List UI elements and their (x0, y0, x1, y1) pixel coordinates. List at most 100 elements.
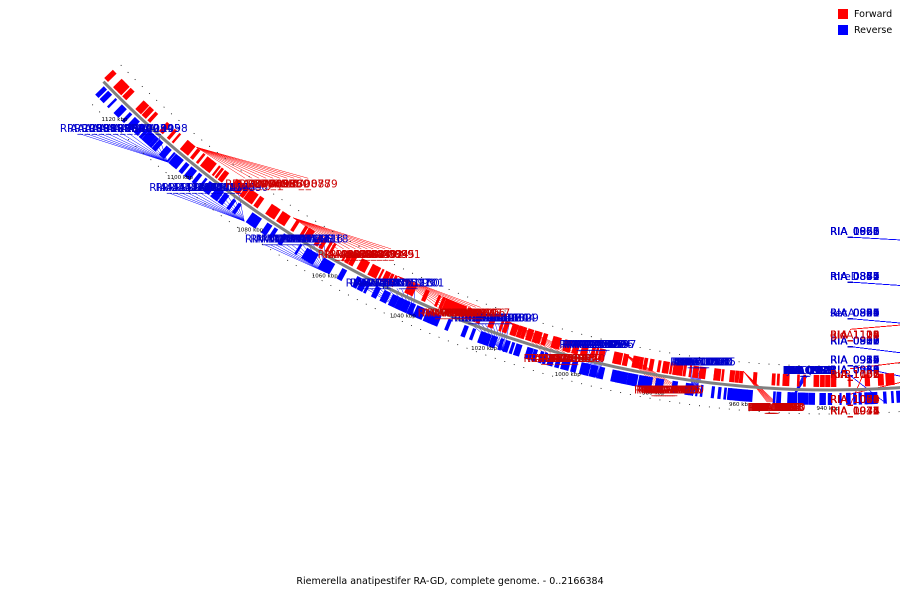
leader-line (849, 281, 900, 286)
reverse-gene (427, 311, 438, 325)
forward-strand-genes (104, 69, 895, 387)
gene-label: RIA_0920 (830, 336, 880, 348)
gene-label: RIA_1086 (218, 182, 268, 194)
leader-line (501, 323, 504, 352)
gene-label: RIA_1075 (187, 182, 237, 194)
reverse-gene (578, 362, 584, 375)
gene-label: RIA_1079 (212, 182, 262, 194)
reverse-gene (226, 198, 237, 211)
leader-line (129, 133, 168, 163)
leader-line (849, 362, 900, 369)
gene-label: hflX (534, 353, 554, 365)
forward-gene (631, 355, 636, 368)
gene-label: mreD (830, 271, 859, 283)
gene-label: RIA_0974 (830, 405, 880, 417)
forward-gene (682, 364, 688, 377)
reverse-gene (726, 387, 733, 401)
forward-gene (734, 370, 740, 383)
forward-gene (475, 311, 484, 324)
gene-label: RIA_0997 (587, 339, 637, 351)
reverse-gene (178, 162, 190, 175)
gene-label: RIA_0966 (830, 226, 880, 238)
forward-gene (458, 304, 468, 318)
strand-legend: Forward Reverse (838, 6, 900, 38)
gene-label: RIA_0935 (541, 353, 591, 365)
legend-item-reverse: Reverse (838, 22, 900, 38)
gene-label: RIA_1106 (830, 369, 880, 381)
reverse-gene-labels: RIA_1098RIA_1095RIA_1094RIA_1093RIA_1092… (60, 123, 880, 377)
leader-line (169, 192, 245, 222)
leader-line (849, 236, 900, 241)
gene-label: RIA_1070 (830, 394, 880, 406)
gene-label: RIA_1039 (572, 339, 622, 351)
forward-gene (562, 339, 569, 352)
gene-label: RIA_1023 (786, 365, 836, 377)
reverse-gene (512, 343, 523, 357)
leader-line (196, 147, 253, 179)
forward-gene (642, 357, 649, 371)
gene-label: RIA_0835 (830, 271, 880, 283)
leader-line (293, 217, 392, 250)
forward-gene (434, 294, 442, 308)
tick-label: 1100 kbp (167, 175, 193, 181)
gene-label: RIA_0977 (784, 365, 834, 377)
reverse-gene (597, 366, 606, 380)
reverse-gene (148, 136, 160, 149)
reverse-gene (268, 227, 279, 240)
gene-label: RIA_1000 (645, 385, 695, 397)
reverse-gene (231, 202, 242, 215)
gene-label: RIA_1014 (359, 277, 409, 289)
forward-gene (531, 330, 540, 344)
reverse-gene (502, 339, 511, 353)
gene-label: RIA_0953 (830, 364, 880, 376)
gene-label: RIA_1063 (680, 357, 730, 369)
gene-label: RIA_0897 (422, 307, 472, 319)
gene-label: RIA_0961 (830, 226, 880, 238)
gene-label: RIA_1093 (117, 123, 167, 135)
gene-label: RIA_1102 (830, 369, 880, 381)
gene-label: RIA_1010 (346, 277, 396, 289)
reverse-gene (379, 289, 391, 304)
forward-gene (825, 374, 831, 387)
forward-gene (406, 282, 418, 297)
leader-line (849, 236, 900, 241)
gene-label: RIA_0959 (783, 365, 833, 377)
gene-label: RIA_1100 (390, 277, 440, 289)
forward-gene (166, 128, 178, 140)
gene-label: RIA_0970 (756, 402, 806, 414)
gene-label: RIA_0955 (830, 364, 880, 376)
gene-label: RIA_0865 (830, 271, 880, 283)
leader-line (181, 192, 245, 222)
forward-gene (611, 351, 619, 365)
gene-label: RIA_1074 (830, 394, 880, 406)
forward-gene (579, 343, 587, 357)
gene-label: RIA_0973 (830, 405, 880, 417)
reverse-gene (797, 392, 802, 405)
reverse-gene (294, 243, 303, 256)
gene-label: RIA_0914 (830, 355, 880, 367)
reverse-gene (145, 133, 157, 146)
gene-label: RIA_1071 (830, 394, 880, 406)
genome-caption: Riemerella anatipestifer RA-GD, complete… (296, 576, 604, 587)
gene-label: RIA_1022 (787, 365, 837, 377)
gene-label: RIA_1123 (830, 329, 880, 341)
gene-label: RIA_1042 (830, 405, 880, 417)
gene-label: RIA_0985 (750, 402, 800, 414)
reverse-gene (497, 338, 505, 351)
gene-label: RIA_1128 (830, 329, 880, 341)
reverse-gene (198, 177, 208, 189)
tick-label: 980 kbp (642, 391, 665, 397)
gene-label: RIA_1105 (830, 369, 880, 381)
gene-label: RIA_0948 (830, 364, 880, 376)
gene-label: RIA_0872 (830, 271, 880, 283)
gene-label: RIA_0939 (552, 353, 602, 365)
leader-line (270, 244, 327, 273)
gene-label: RIA_0904 (446, 307, 496, 319)
gene-label: RIA_1033 (475, 313, 525, 325)
forward-gene (803, 374, 807, 387)
gene-label: RIA_1076 (200, 182, 250, 194)
reverse-gene (580, 362, 588, 376)
gene-label: RIA_1004 (486, 313, 536, 325)
gene-label: RIA_0958 (782, 365, 832, 377)
forward-gene (147, 111, 159, 123)
